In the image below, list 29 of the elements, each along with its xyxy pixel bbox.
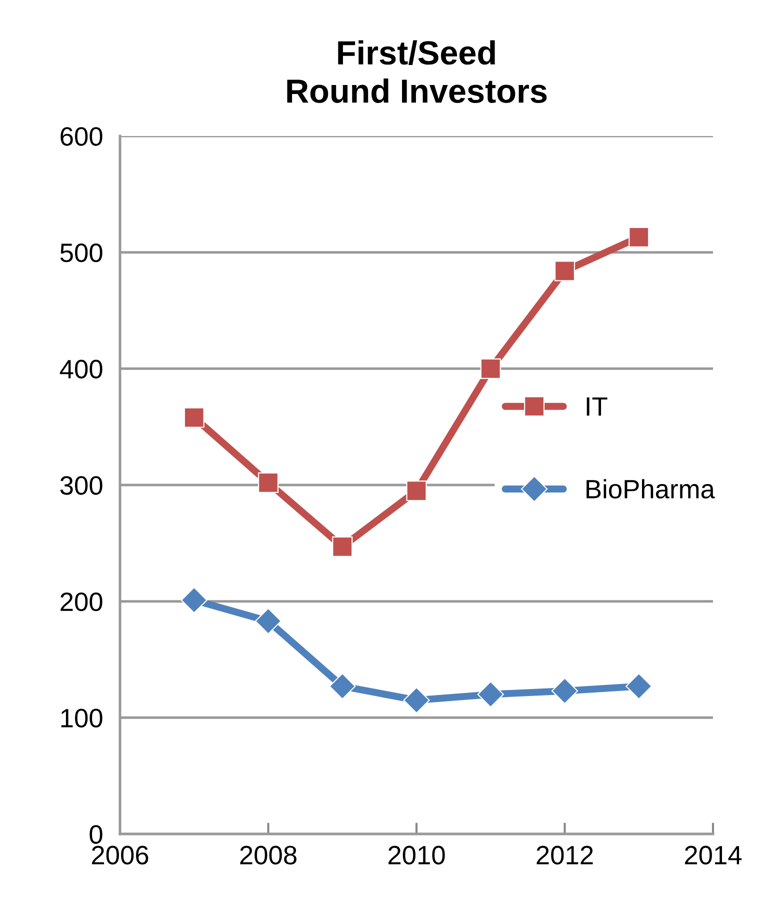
point [332, 536, 353, 557]
point [403, 686, 430, 714]
y-tick-label: 400 [60, 360, 102, 378]
point [329, 672, 356, 700]
point [254, 608, 282, 634]
point [554, 260, 576, 282]
point [180, 586, 208, 614]
point [406, 480, 427, 502]
point [477, 681, 504, 708]
point [628, 226, 650, 248]
x-tick-label: 2006 [92, 846, 148, 864]
y-tick-label: 300 [60, 476, 102, 495]
x-tick-label: 2010 [388, 846, 445, 864]
point [184, 407, 204, 428]
x-tick-label: 2014 [684, 846, 742, 864]
y-tick-label: 100 [61, 708, 102, 728]
y-tick-label: 600 [60, 127, 102, 146]
point [480, 358, 501, 379]
point [626, 672, 652, 700]
point [258, 472, 279, 493]
x-tick-label: 2012 [536, 846, 593, 864]
x-tick-label: 2008 [240, 846, 296, 864]
legend-label: IT [586, 397, 608, 416]
y-tick-label: 0 [90, 825, 102, 844]
y-tick-label: 500 [60, 243, 102, 262]
legend-label: BioPharma [586, 479, 715, 499]
point [551, 678, 578, 704]
y-tick-label: 200 [60, 592, 102, 612]
chart-title: First/Seed Round Investors [287, 40, 547, 103]
